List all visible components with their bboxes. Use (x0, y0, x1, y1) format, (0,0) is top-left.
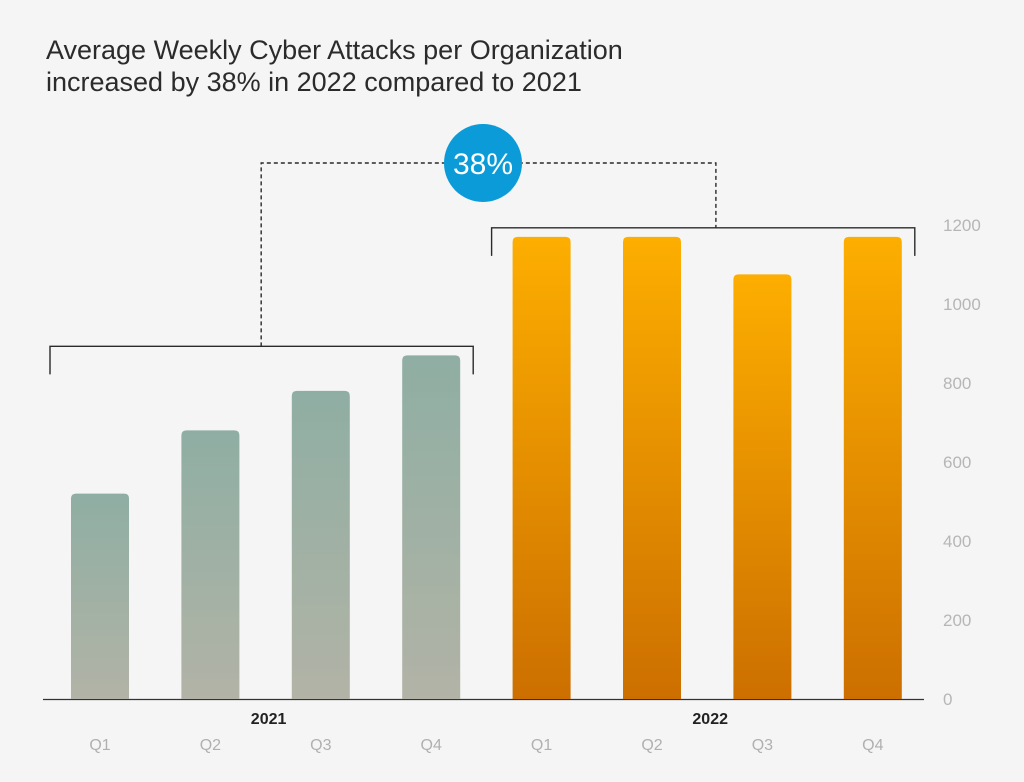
chart-title-line-1: Average Weekly Cyber Attacks per Organiz… (46, 35, 623, 65)
y-tick-label: 0 (943, 690, 952, 709)
bracket-2022 (490, 227, 916, 256)
percentage-badge (444, 124, 522, 202)
y-tick-label: 200 (943, 611, 971, 630)
bar-2021-Q2 (181, 430, 240, 699)
bar-2021-Q1 (71, 493, 129, 699)
bar-2022-Q1 (512, 236, 571, 699)
chart-title: Average Weekly Cyber Attacks per Organiz… (46, 34, 766, 98)
group-label-2021: 2021 (251, 711, 287, 728)
x-tick-label: Q2 (641, 737, 662, 754)
bar-2022-Q3 (733, 274, 792, 699)
y-tick-label: 600 (943, 453, 971, 472)
y-tick-label: 400 (943, 532, 971, 551)
x-tick-label: Q4 (862, 737, 883, 754)
x-tick-label: Q4 (421, 737, 442, 754)
comparison-connector (260, 162, 717, 347)
x-tick-label: Q1 (531, 737, 552, 754)
bar-2021-Q4 (402, 355, 461, 699)
y-tick-label: 1200 (943, 216, 981, 235)
group-label-2022: 2022 (692, 711, 728, 728)
bar-2021-Q3 (291, 390, 350, 699)
chart-title-line-2: increased by 38% in 2022 compared to 202… (46, 67, 582, 97)
x-tick-label: Q1 (89, 737, 110, 754)
x-tick-label: Q2 (200, 737, 221, 754)
y-tick-label: 800 (943, 374, 971, 393)
x-tick-label: Q3 (310, 737, 331, 754)
bar-2022-Q2 (623, 236, 681, 699)
bar-2022-Q4 (843, 236, 902, 699)
y-tick-label: 1000 (943, 295, 981, 314)
percentage-badge-label: 38% (453, 148, 513, 181)
x-tick-label: Q3 (752, 737, 773, 754)
